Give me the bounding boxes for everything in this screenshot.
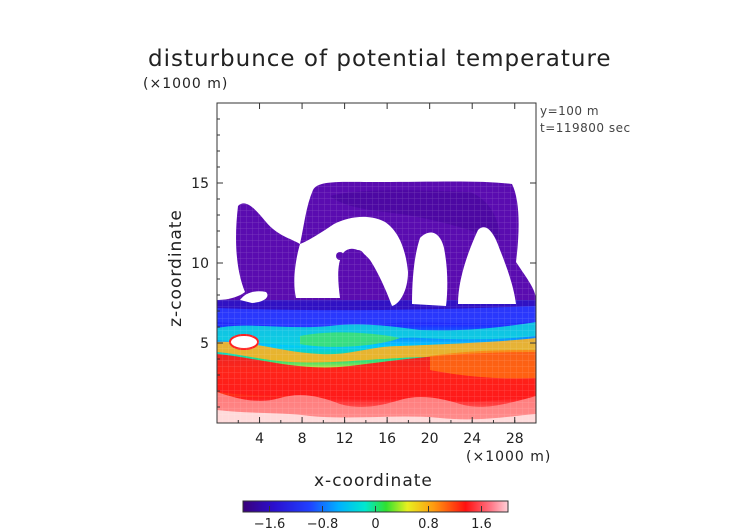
y-tick-label: 10 (191, 256, 209, 272)
colorbar-tick-label: 0.8 (418, 517, 439, 532)
x-tick-label: 28 (506, 431, 524, 447)
colorbar-tick-label: 0 (371, 517, 379, 532)
y-tick-label: 5 (200, 336, 209, 352)
x-tick-label: 12 (336, 431, 354, 447)
field-layer (217, 103, 536, 423)
colorbar-tick-label: 1.6 (471, 517, 492, 532)
axes-layer: 4 8 12 16 20 24 28 5 10 15 (191, 103, 536, 447)
annotation-y: y=100 m (540, 104, 600, 118)
x-tick-label: 24 (463, 431, 481, 447)
colorbar-tick-label: −0.8 (307, 517, 339, 532)
colorbar-tick-label: −1.6 (254, 517, 286, 532)
x-axis-label: x-coordinate (314, 471, 433, 491)
x-tick-label: 4 (255, 431, 264, 447)
colorbar: −1.6 −0.8 0 0.8 1.6 (242, 500, 509, 532)
x-tick-label: 8 (298, 431, 307, 447)
z-unit-label: (×1000 m) (143, 76, 229, 92)
x-unit-label: (×1000 m) (466, 449, 552, 465)
annotation-time: t=119800 sec (540, 121, 631, 135)
x-tick-label: 16 (378, 431, 396, 447)
chart-title: disturbunce of potential temperature (148, 46, 612, 72)
x-tick-label: 20 (421, 431, 439, 447)
y-tick-label: 15 (191, 176, 209, 192)
grid-overlay (217, 103, 536, 423)
